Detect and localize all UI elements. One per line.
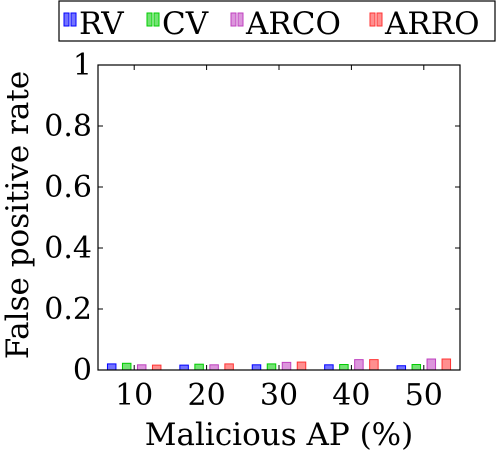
x-tick-label: 30 [260, 378, 298, 413]
x-tick-label: 10 [115, 378, 153, 413]
legend-swatch-rv [63, 12, 70, 27]
bar-arro-10 [151, 364, 162, 371]
legend-label-cv: CV [162, 6, 209, 42]
plot-frame [97, 64, 461, 371]
bar-cv-10 [121, 362, 132, 371]
x-tick-label: 40 [332, 378, 370, 413]
legend-entries: RV CV ARCO ARRO [63, 6, 479, 42]
y-tick-label: 0.6 [44, 170, 92, 205]
legend-label-arco: ARCO [245, 6, 341, 42]
bar-arro-40 [369, 359, 379, 371]
legend-entry-rv: RV [63, 6, 124, 42]
bar-rv-40 [324, 364, 334, 371]
legend-swatch-cv [146, 12, 153, 27]
bar-rv-20 [179, 364, 189, 371]
bar-arro-20 [224, 363, 234, 371]
x-tick-label: 50 [405, 378, 443, 413]
legend-entry-cv: CV [146, 6, 209, 42]
legend-swatch-cv-2 [153, 12, 160, 27]
plot-area: 0 0.2 0.4 0.6 0.8 1 10 20 30 40 50 [44, 48, 461, 413]
x-axis-label: Malicious AP (%) [145, 417, 413, 453]
y-tick-label: 0.4 [44, 231, 92, 266]
bar-arco-40 [354, 359, 364, 371]
bar-arro-50 [441, 358, 452, 371]
bar-cv-40 [339, 364, 349, 371]
legend-box [58, 0, 496, 42]
legend-swatch-arro-2 [376, 12, 383, 27]
y-tick-label: 0 [73, 353, 92, 388]
bar-arco-10 [136, 364, 147, 371]
bar-arco-50 [426, 358, 437, 371]
legend-entry-arro: ARRO [369, 6, 479, 42]
y-tick-label: 0.8 [44, 109, 92, 144]
bar-cv-20 [194, 363, 204, 371]
y-axis-label: False positive rate [0, 71, 36, 359]
y-tick-label: 0.2 [44, 292, 92, 327]
bar-rv-50 [396, 365, 407, 371]
bar-rv-30 [251, 364, 262, 371]
legend-entry-arco: ARCO [230, 6, 341, 42]
y-tick-label: 1 [73, 48, 92, 83]
bar-cv-50 [411, 364, 422, 371]
bar-arro-30 [296, 361, 307, 371]
bar-arco-20 [209, 364, 219, 371]
legend-swatch-arco [230, 12, 237, 27]
axis-ticks: 0 0.2 0.4 0.6 0.8 1 10 20 30 40 50 [44, 48, 460, 413]
legend-swatch-arco-2 [237, 12, 244, 27]
bar-cv-30 [266, 363, 277, 371]
legend-swatch-rv-2 [70, 12, 77, 27]
legend: RV CV ARCO ARRO [58, 0, 496, 42]
legend-label-rv: RV [79, 6, 124, 42]
legend-label-arro: ARRO [384, 6, 479, 42]
x-tick-label: 20 [188, 378, 226, 413]
bar-rv-10 [106, 363, 117, 371]
legend-swatch-arro [369, 12, 376, 27]
bar-arco-30 [281, 361, 292, 371]
